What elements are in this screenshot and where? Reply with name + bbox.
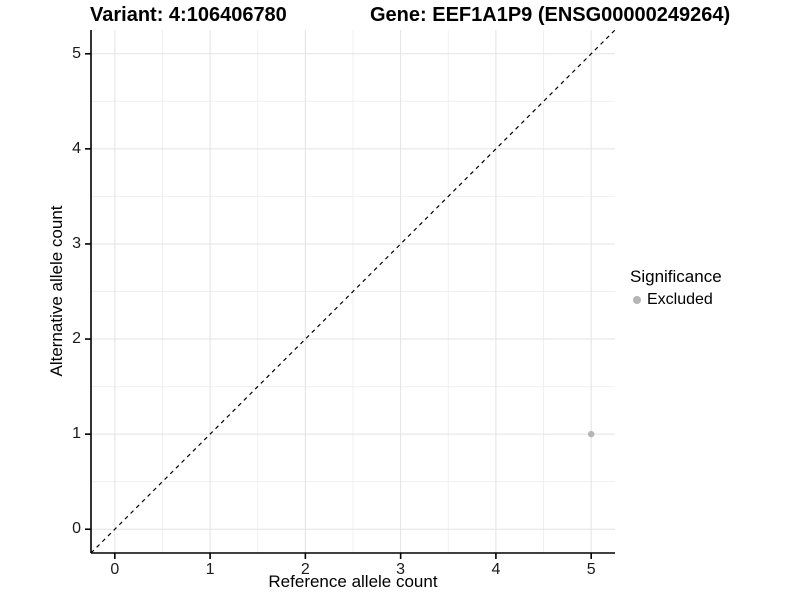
x-tick-label: 4 bbox=[491, 561, 501, 578]
y-tick-label: 0 bbox=[72, 520, 81, 538]
y-tick-label: 1 bbox=[72, 425, 81, 443]
x-tick-label: 1 bbox=[205, 561, 215, 578]
x-tick-label: 5 bbox=[586, 561, 596, 578]
legend-item-excluded: Excluded bbox=[630, 291, 722, 309]
variant-title: Variant: 4:106406780 bbox=[90, 4, 287, 26]
y-tick-label: 5 bbox=[72, 44, 81, 62]
gene-title: Gene: EEF1A1P9 (ENSG00000249264) bbox=[370, 4, 731, 26]
x-axis-title: Reference allele count bbox=[268, 572, 438, 591]
y-tick-label: 3 bbox=[72, 234, 81, 252]
identity-dashed-line bbox=[90, 29, 616, 554]
x-tick-label: 3 bbox=[396, 561, 406, 578]
y-tick-label: 4 bbox=[72, 139, 81, 157]
legend-point-icon bbox=[633, 296, 641, 304]
x-tick-label: 2 bbox=[300, 561, 310, 578]
data-point-excluded bbox=[587, 430, 595, 438]
legend: Significance Excluded bbox=[630, 267, 722, 309]
legend-item-label: Excluded bbox=[647, 291, 713, 308]
y-tick-label: 2 bbox=[72, 330, 81, 348]
x-tick-label: 0 bbox=[110, 561, 120, 578]
legend-title: Significance bbox=[630, 267, 722, 286]
y-axis-title: Alternative allele count bbox=[47, 205, 66, 377]
